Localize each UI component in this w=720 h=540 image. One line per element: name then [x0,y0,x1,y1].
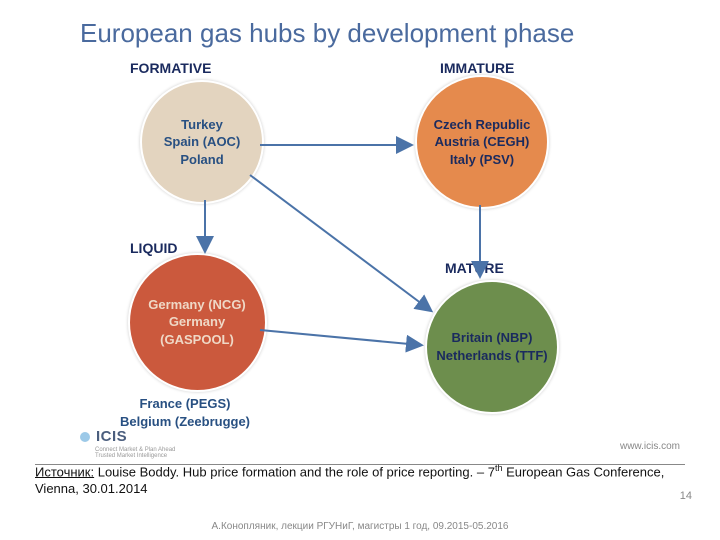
logo-text: ICIS [96,428,127,445]
logo: ICIS [80,428,127,445]
node-immature: Czech RepublicAustria (CEGH)Italy (PSV) [415,75,549,209]
website-url: www.icis.com [620,441,680,452]
logo-icon [80,432,90,442]
label-formative: FORMATIVE [130,60,211,76]
slide: European gas hubs by development phase F… [0,0,720,540]
node-liquid-extra: France (PEGS)Belgium (Zeebrugge) [120,395,250,430]
label-immature: IMMATURE [440,60,514,76]
logo-subtext: Connect Market & Plan AheadTrusted Marke… [95,447,175,460]
node-mature: Britain (NBP)Netherlands (TTF) [425,280,559,414]
label-mature: MATURE [445,260,504,276]
node-liquid: Germany (NCG)Germany (GASPOOL) [128,253,267,392]
node-formative-text: TurkeySpain (AOC)Poland [158,110,247,175]
footer-text: А.Конопляник, лекции РГУНиГ, магистры 1 … [0,521,720,532]
source-citation: Источник: Louise Boddy. Hub price format… [35,463,685,498]
slide-title: European gas hubs by development phase [80,18,574,49]
page-number: 14 [680,490,692,502]
source-prefix: Источник: [35,464,94,479]
node-liquid-text: Germany (NCG)Germany (GASPOOL) [130,290,265,355]
label-liquid: LIQUID [130,240,177,256]
source-body: Louise Boddy. Hub price formation and th… [94,464,495,479]
node-immature-text: Czech RepublicAustria (CEGH)Italy (PSV) [428,110,537,175]
node-mature-text: Britain (NBP)Netherlands (TTF) [430,323,553,370]
node-formative: TurkeySpain (AOC)Poland [140,80,264,204]
